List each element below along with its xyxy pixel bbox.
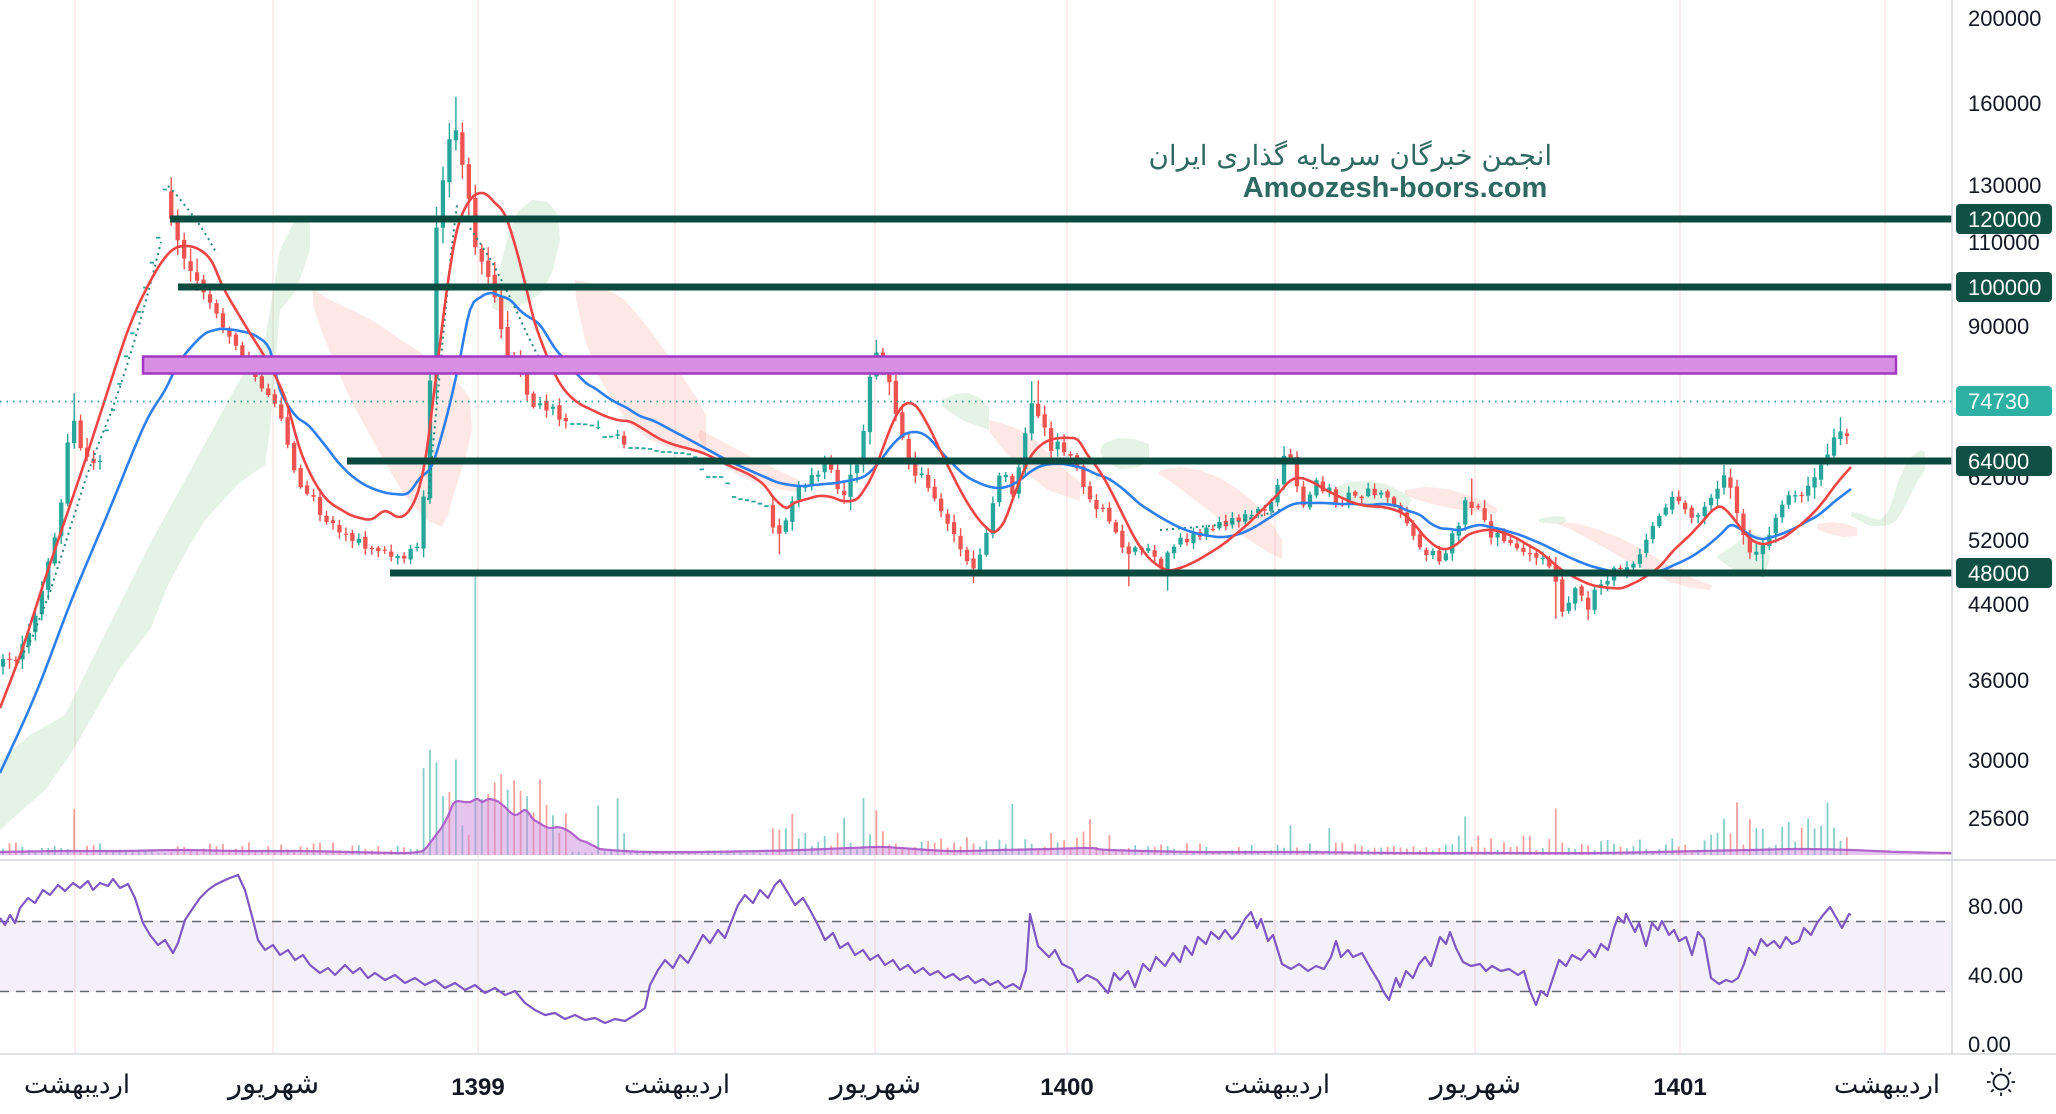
svg-text:40.00: 40.00 <box>1968 963 2023 988</box>
svg-text:130000: 130000 <box>1968 173 2041 198</box>
svg-text:120000: 120000 <box>1968 207 2041 232</box>
svg-text:80.00: 80.00 <box>1968 894 2023 919</box>
svg-text:36000: 36000 <box>1968 668 2029 693</box>
svg-text:90000: 90000 <box>1968 314 2029 339</box>
svg-text:64000: 64000 <box>1968 449 2029 474</box>
svg-text:110000: 110000 <box>1968 230 2040 255</box>
svg-text:44000: 44000 <box>1968 592 2029 617</box>
svg-text:0.00: 0.00 <box>1968 1032 2011 1057</box>
svg-text:Amoozesh-boors.com: Amoozesh-boors.com <box>1243 172 1548 204</box>
svg-text:160000: 160000 <box>1968 91 2041 116</box>
svg-text:200000: 200000 <box>1968 6 2041 31</box>
svg-text:1399: 1399 <box>451 1074 504 1101</box>
svg-text:48000: 48000 <box>1968 561 2029 586</box>
svg-text:1400: 1400 <box>1040 1074 1093 1101</box>
svg-text:100000: 100000 <box>1968 275 2041 300</box>
svg-text:52000: 52000 <box>1968 528 2029 553</box>
svg-text:30000: 30000 <box>1968 748 2029 773</box>
svg-text:25600: 25600 <box>1968 806 2029 831</box>
svg-text:1401: 1401 <box>1653 1074 1706 1101</box>
svg-text:74730: 74730 <box>1968 389 2029 414</box>
